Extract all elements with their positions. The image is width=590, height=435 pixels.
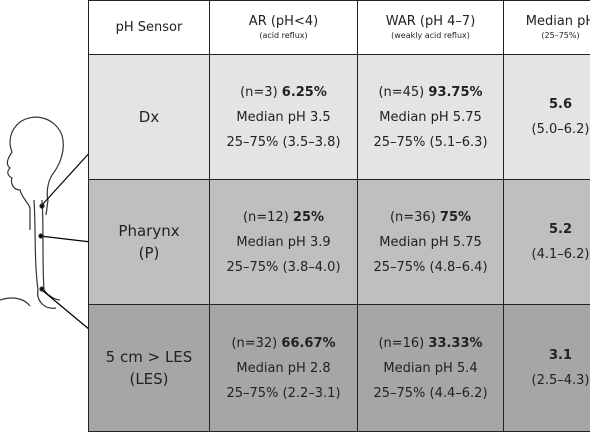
count-line: (n=12) 25% — [243, 205, 324, 230]
range-text: 25–75% (5.1–6.3) — [373, 130, 487, 155]
median-text: Median pH 3.9 — [236, 230, 330, 255]
median-text: Median pH 5.4 — [383, 356, 477, 381]
count-line: (n=16) 33.33% — [378, 331, 482, 356]
sensor-label: 5 cm > LES — [106, 346, 193, 368]
header-subtitle: (weakly acid reflux) — [391, 30, 470, 42]
count-line: (n=36) 75% — [390, 205, 471, 230]
median-value: 3.1 — [549, 343, 572, 368]
header-title: Median pH — [526, 13, 590, 30]
percent: 66.67% — [281, 336, 335, 351]
median-text: Median pH 5.75 — [379, 230, 482, 255]
median-text: Median pH 3.5 — [236, 105, 330, 130]
range-text: 25–75% (4.8–6.4) — [373, 255, 487, 280]
median-value: 5.2 — [549, 217, 572, 242]
count: (n=3) — [240, 85, 278, 100]
sensor-label: (P) — [139, 242, 160, 264]
count-line: (n=32) 66.67% — [231, 331, 335, 356]
sensor-label: Pharynx — [118, 220, 179, 242]
count: (n=32) — [231, 336, 277, 351]
median-cell: 3.1(2.5–4.3) — [504, 305, 590, 432]
median-range: (2.5–4.3) — [532, 368, 590, 393]
count: (n=12) — [243, 210, 289, 225]
header-title: pH Sensor — [116, 19, 183, 36]
percent: 75% — [440, 210, 471, 225]
header-subtitle: (acid reflux) — [259, 30, 307, 42]
median-cell: 5.2(4.1–6.2) — [504, 180, 590, 305]
median-value: 5.6 — [549, 92, 572, 117]
median-range: (5.0–6.2) — [532, 117, 590, 142]
sensor-p — [39, 234, 43, 238]
percent: 33.33% — [428, 336, 482, 351]
percent: 6.25% — [282, 85, 327, 100]
count: (n=16) — [378, 336, 424, 351]
percent: 25% — [293, 210, 324, 225]
median-text: Median pH 2.8 — [236, 356, 330, 381]
header-cell: Median pH(25–75%) — [504, 0, 590, 55]
sensor-cell: Pharynx(P) — [88, 180, 210, 305]
header-subtitle: (25–75%) — [541, 30, 579, 42]
count-line: (n=45) 93.75% — [378, 80, 482, 105]
sensor-les — [40, 287, 44, 291]
page: pH SensorAR (pH<4)(acid reflux)WAR (pH 4… — [0, 0, 590, 435]
sensor-dx — [40, 204, 44, 208]
count: (n=45) — [378, 85, 424, 100]
esophagus — [34, 200, 44, 290]
sensor-cell: 5 cm > LES(LES) — [88, 305, 210, 432]
header-cell: pH Sensor — [88, 0, 210, 55]
header-cell: AR (pH<4)(acid reflux) — [210, 0, 358, 55]
sensor-label: (LES) — [129, 368, 168, 390]
stomach — [38, 290, 60, 308]
range-text: 25–75% (4.4–6.2) — [373, 381, 487, 406]
sensor-cell: Dx — [88, 55, 210, 180]
median-range: (4.1–6.2) — [532, 242, 590, 267]
median-cell: 5.6(5.0–6.2) — [504, 55, 590, 180]
header-title: AR (pH<4) — [249, 13, 318, 30]
median-text: Median pH 5.75 — [379, 105, 482, 130]
range-text: 25–75% (3.5–3.8) — [226, 130, 340, 155]
range-text: 25–75% (3.8–4.0) — [226, 255, 340, 280]
shoulder — [0, 298, 30, 306]
sensor-label: Dx — [139, 106, 159, 128]
count: (n=36) — [390, 210, 436, 225]
head-back — [46, 135, 63, 215]
count-line: (n=3) 6.25% — [240, 80, 327, 105]
header-title: WAR (pH 4–7) — [386, 13, 476, 30]
percent: 93.75% — [428, 85, 482, 100]
range-text: 25–75% (2.2–3.1) — [226, 381, 340, 406]
header-cell: WAR (pH 4–7)(weakly acid reflux) — [358, 0, 504, 55]
